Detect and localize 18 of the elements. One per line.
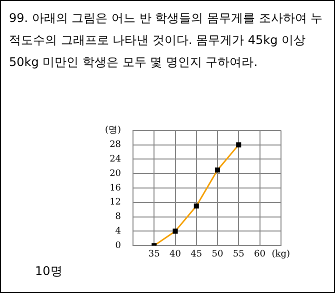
x-tick-label: 55	[232, 249, 245, 260]
y-tick-label: 24	[110, 154, 122, 165]
x-tick-label: 50	[212, 249, 224, 260]
text: 10명	[35, 263, 62, 280]
y-tick-label: 12	[110, 198, 122, 208]
y-tick-label: 16	[110, 183, 122, 194]
y-tick-label: (명)	[104, 126, 122, 136]
y-tick-label: 8	[115, 212, 122, 222]
y-tick-label: 4	[115, 226, 122, 237]
x-tick-label: (kg)	[272, 249, 290, 260]
y-tick-label: 28	[110, 140, 122, 150]
chart-title: 99. 아래의 그림은 어느 반 학생들의 몸무게를 조사하여 누적도수의 그래프로 나타낸 것이다. 몸무게가 45kg 이상 50kg 미만인 학생은 모두 몇 명인지 구하여라.	[9, 10, 324, 71]
x-tick-label: 45	[190, 249, 202, 260]
x-tick-label: 35	[148, 249, 160, 260]
y-tick-label: 20	[110, 168, 122, 179]
x-tick-label: 60	[254, 249, 266, 260]
x-tick-label: 40	[170, 249, 182, 260]
y-tick-label: 0	[115, 240, 122, 251]
